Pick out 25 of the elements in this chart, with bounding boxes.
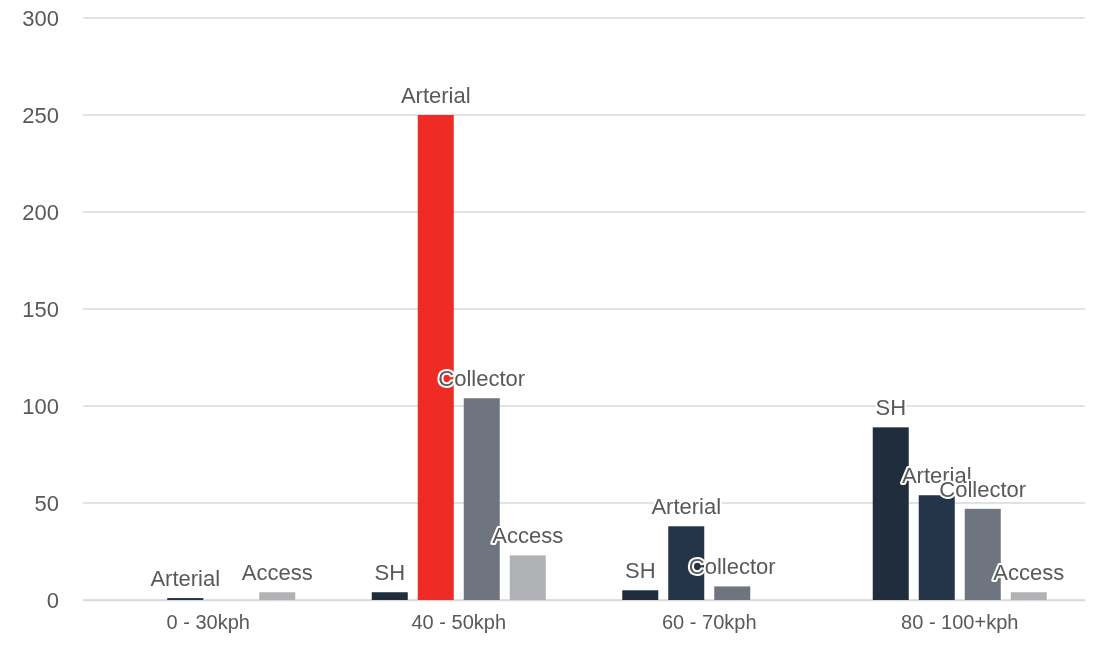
- data-label: Arterial: [400, 83, 471, 108]
- bar: [259, 592, 296, 600]
- x-tick-label: 60 - 70kph: [661, 611, 757, 633]
- y-tick-label: 150: [22, 296, 59, 322]
- bar: [1010, 592, 1047, 600]
- y-tick-label: 50: [34, 490, 59, 516]
- data-label: SH: [875, 395, 907, 421]
- data-label: SH: [374, 560, 406, 586]
- y-tick-label: 100: [22, 393, 59, 419]
- bar: [371, 592, 408, 600]
- x-tick-label: 0 - 30kph: [166, 611, 250, 633]
- x-tick-label: 80 - 100+kph: [901, 611, 1019, 633]
- y-tick-label: 200: [22, 199, 59, 225]
- data-label: Arterial: [150, 566, 221, 592]
- bar: [509, 555, 546, 600]
- y-tick-label: 300: [22, 5, 59, 31]
- bar: [714, 586, 751, 600]
- data-label: Access: [241, 560, 313, 586]
- data-label: SH: [624, 558, 656, 584]
- y-tick-label: 250: [22, 102, 59, 128]
- x-tick-label: 40 - 50kph: [411, 611, 507, 633]
- y-tick-label: 0: [46, 587, 59, 613]
- bar: [918, 495, 955, 600]
- bar: [622, 590, 659, 600]
- data-label: Arterial: [651, 494, 722, 520]
